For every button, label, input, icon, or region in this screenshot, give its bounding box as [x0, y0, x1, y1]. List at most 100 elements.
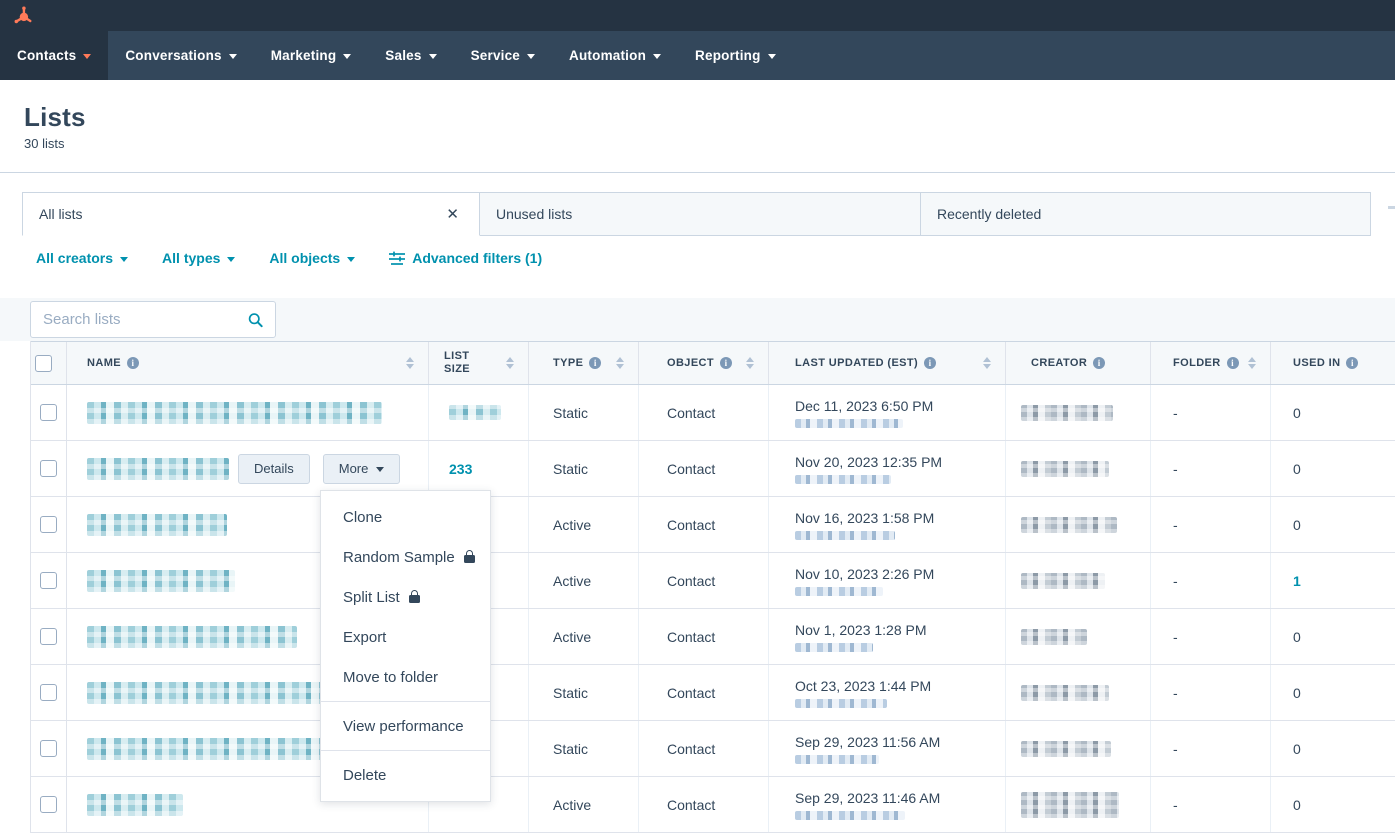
list-name-cell	[67, 777, 429, 832]
row-checkbox[interactable]	[40, 572, 57, 589]
row-checkbox[interactable]	[40, 740, 57, 757]
search-input[interactable]	[31, 311, 248, 328]
sort-asc-icon	[983, 357, 991, 362]
list-name-redacted[interactable]	[87, 793, 183, 816]
creators-filter-dropdown[interactable]: All creators	[36, 250, 129, 266]
sort-asc-icon	[406, 357, 414, 362]
info-icon: i	[924, 357, 937, 369]
close-icon[interactable]: ✕	[446, 205, 459, 223]
creators-filter-label: All creators	[36, 250, 114, 266]
creator-redacted	[1021, 791, 1119, 818]
used-in-value: 0	[1293, 684, 1301, 701]
tab-all-lists[interactable]: All lists ✕	[22, 192, 480, 236]
nav-item-label: Automation	[569, 48, 647, 63]
used-in-value[interactable]: 1	[1293, 572, 1301, 589]
chevron-down-icon	[527, 54, 536, 59]
lock-icon	[408, 590, 420, 603]
object-value: Contact	[667, 628, 716, 645]
sort-arrows[interactable]	[1248, 357, 1256, 369]
sort-desc-icon	[746, 364, 754, 369]
row-checkbox[interactable]	[40, 516, 57, 533]
used-in-value: 0	[1293, 628, 1301, 645]
row-checkbox[interactable]	[40, 684, 57, 701]
updated-by-redacted	[795, 530, 895, 540]
menu-item-view-performance[interactable]: View performance	[321, 706, 490, 746]
chevron-down-icon	[120, 256, 129, 262]
types-filter-dropdown[interactable]: All types	[162, 250, 236, 266]
object-value: Contact	[667, 572, 716, 589]
menu-item-label: Clone	[343, 508, 383, 526]
chevron-down-icon	[83, 54, 92, 59]
select-all-checkbox[interactable]	[35, 354, 52, 372]
creator-redacted	[1021, 628, 1087, 645]
menu-item-clone[interactable]: Clone	[321, 497, 490, 537]
info-icon: i	[1093, 357, 1106, 369]
list-name-redacted[interactable]	[87, 625, 297, 648]
nav-item-contacts[interactable]: Contacts	[0, 31, 109, 80]
list-size-cell	[429, 609, 529, 664]
row-select-cell	[31, 385, 67, 440]
nav-item-conversations[interactable]: Conversations	[108, 31, 253, 80]
objects-filter-dropdown[interactable]: All objects	[269, 250, 356, 266]
last-updated-value: Nov 20, 2023 12:35 PM	[795, 453, 943, 470]
add-tab-partial[interactable]	[1388, 206, 1395, 209]
sort-arrows[interactable]	[746, 357, 754, 369]
menu-item-move-to-folder[interactable]: Move to folder	[321, 657, 490, 697]
nav-item-marketing[interactable]: Marketing	[254, 31, 369, 80]
details-button[interactable]: Details	[238, 453, 310, 484]
search-icon[interactable]	[248, 311, 263, 329]
advanced-filters-label: Advanced filters (1)	[412, 250, 543, 266]
creator-redacted	[1021, 516, 1117, 533]
sort-arrows[interactable]	[406, 357, 414, 369]
chevron-down-icon	[376, 467, 385, 472]
nav-item-service[interactable]: Service	[454, 31, 552, 80]
menu-divider	[321, 701, 490, 702]
menu-item-delete[interactable]: Delete	[321, 755, 490, 795]
hubspot-logo-icon[interactable]	[12, 5, 34, 27]
last-updated-cell: Nov 10, 2023 2:26 PM	[769, 553, 1006, 608]
menu-item-split-list[interactable]: Split List	[321, 577, 490, 617]
list-size-link[interactable]: 233	[449, 460, 473, 477]
list-name-redacted[interactable]	[87, 681, 342, 704]
chevron-down-icon	[428, 54, 437, 59]
filter-bar: All creators All types All objects Advan…	[36, 250, 542, 266]
folder-cell: -	[1151, 665, 1271, 720]
list-type-value: Static	[553, 684, 589, 701]
list-size-redacted[interactable]	[449, 405, 501, 420]
tab-unused-lists[interactable]: Unused lists	[480, 192, 921, 236]
sort-arrows[interactable]	[506, 357, 514, 369]
sort-arrows[interactable]	[616, 357, 624, 369]
info-icon: i	[720, 357, 733, 369]
object-cell: Contact	[639, 721, 769, 776]
list-name-redacted[interactable]	[87, 569, 235, 592]
search-box	[30, 301, 276, 338]
lists-table: NAME i LIST SIZE TYPE i OBJECT i LAST UPDATED (E…	[30, 341, 1395, 833]
advanced-filters-button[interactable]: Advanced filters (1)	[389, 250, 542, 266]
nav-item-reporting[interactable]: Reporting	[678, 31, 793, 80]
row-select-cell	[31, 721, 67, 776]
row-checkbox[interactable]	[40, 460, 57, 477]
list-name-redacted[interactable]	[87, 737, 335, 760]
list-name-redacted[interactable]	[87, 457, 229, 480]
folder-cell: -	[1151, 553, 1271, 608]
menu-item-random-sample[interactable]: Random Sample	[321, 537, 490, 577]
list-type-value: Static	[553, 740, 589, 757]
row-checkbox[interactable]	[40, 628, 57, 645]
used-in-cell: 0	[1271, 721, 1395, 776]
last-updated-cell: Nov 20, 2023 12:35 PM	[769, 441, 1006, 496]
nav-item-automation[interactable]: Automation	[552, 31, 678, 80]
menu-item-export[interactable]: Export	[321, 617, 490, 657]
object-value: Contact	[667, 740, 716, 757]
folder-value: -	[1173, 684, 1178, 701]
nav-item-sales[interactable]: Sales	[368, 31, 453, 80]
more-button[interactable]: More	[322, 453, 401, 484]
row-checkbox[interactable]	[40, 796, 57, 813]
list-name-redacted[interactable]	[87, 401, 382, 424]
folder-value: -	[1173, 740, 1178, 757]
tab-recently-deleted[interactable]: Recently deleted	[921, 192, 1371, 236]
creator-redacted	[1021, 740, 1111, 757]
sort-arrows[interactable]	[983, 357, 991, 369]
row-checkbox[interactable]	[40, 404, 57, 421]
list-name-cell	[67, 385, 429, 440]
list-name-redacted[interactable]	[87, 513, 227, 536]
